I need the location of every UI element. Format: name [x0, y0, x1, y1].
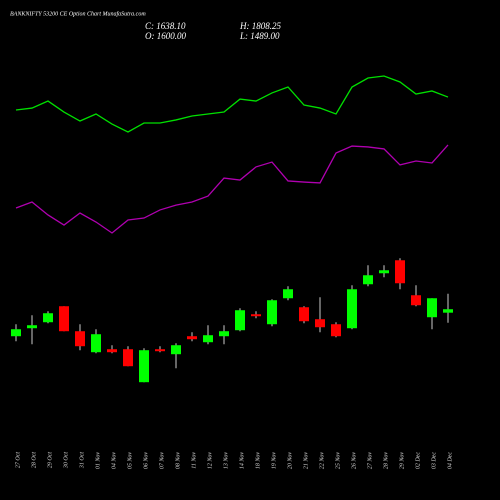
candle-body	[91, 334, 101, 353]
high-label: H: 1808.25	[239, 21, 281, 31]
x-tick-label: 14 Nov	[238, 452, 245, 470]
candle-body	[219, 331, 229, 337]
chart-title: BANKNIFTY 53200 CE Option Chart MunafaSu…	[10, 10, 146, 17]
x-tick-label: 05 Nov	[127, 452, 133, 470]
candle-body	[331, 324, 341, 337]
x-tick-label: 04 Dec	[446, 452, 453, 469]
x-tick-label: 03 Dec	[431, 452, 437, 469]
x-tick-label: 29 Oct	[47, 452, 53, 468]
candle-body	[395, 260, 405, 284]
candle-body	[107, 349, 117, 353]
candle-body	[139, 350, 149, 383]
x-tick-label: 08 Nov	[175, 452, 181, 470]
x-tick-label: 12 Nov	[207, 452, 213, 470]
candle-body	[203, 335, 213, 343]
x-tick-label: 11 Nov	[191, 452, 197, 469]
x-tick-label: 04 Nov	[110, 452, 117, 470]
x-tick-label: 26 Nov	[351, 452, 357, 470]
x-tick-label: 06 Nov	[143, 452, 149, 470]
candle-body	[155, 349, 165, 352]
candle-body	[75, 331, 85, 347]
x-tick-label: 07 Nov	[159, 452, 165, 470]
candle-body	[315, 319, 325, 328]
indicator-line	[15, 75, 449, 133]
candle-body	[379, 270, 389, 274]
candle-body	[411, 295, 421, 306]
candle-body	[59, 306, 69, 332]
x-tick-label: 19 Nov	[271, 452, 277, 470]
close-label: C: 1638.10	[145, 21, 186, 31]
x-tick-label: 18 Nov	[255, 452, 261, 470]
x-tick-label: 31 Oct	[79, 452, 85, 469]
x-tick-label: 25 Nov	[335, 452, 341, 470]
x-tick-label: 20 Nov	[287, 452, 293, 470]
x-tick-label: 02 Dec	[415, 452, 421, 469]
x-tick-label: 29 Nov	[399, 452, 405, 470]
open-label: O: 1600.00	[145, 31, 186, 41]
x-tick-label: 22 Nov	[319, 452, 325, 470]
candle-body	[363, 275, 373, 285]
candle-body	[347, 289, 357, 329]
x-tick-label: 30 Oct	[63, 452, 69, 469]
x-tick-label: 21 Nov	[303, 452, 309, 470]
x-tick-label: 27 Oct	[15, 452, 21, 468]
candle-body	[11, 329, 21, 337]
candle-body	[27, 325, 37, 329]
x-tick-label: 27 Nov	[367, 452, 373, 470]
candle-body	[251, 314, 261, 317]
candle-body	[171, 345, 181, 355]
x-tick-label: 28 Oct	[31, 452, 37, 468]
x-tick-label: 01 Nov	[95, 452, 101, 470]
candle-body	[443, 309, 453, 313]
candle-body	[43, 313, 53, 323]
candle-body	[267, 300, 277, 325]
x-tick-label: 28 Nov	[383, 452, 389, 470]
x-tick-label: 13 Nov	[223, 452, 229, 470]
candle-body	[187, 336, 197, 340]
candle-body	[123, 349, 133, 367]
candle-body	[235, 310, 245, 331]
candle-body	[283, 289, 293, 299]
candle-body	[299, 307, 309, 322]
low-label: L: 1489.00	[239, 31, 280, 41]
indicator-line	[15, 144, 449, 234]
candle-body	[427, 298, 437, 318]
